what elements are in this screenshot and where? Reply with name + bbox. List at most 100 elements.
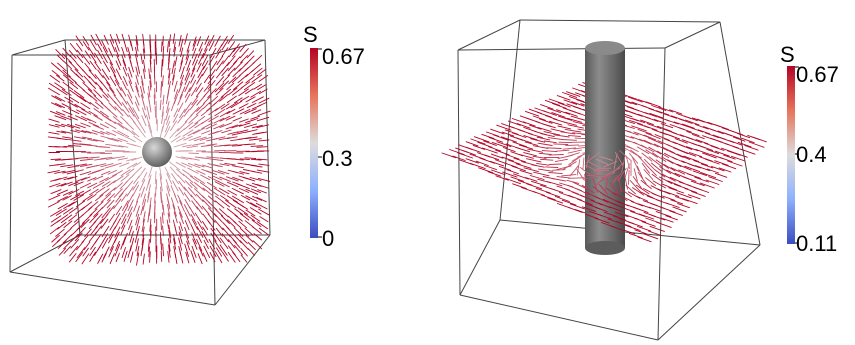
director-rod — [68, 200, 78, 207]
director-rod — [200, 107, 212, 117]
director-rod — [168, 238, 171, 252]
director-rod — [115, 60, 121, 71]
director-rod — [633, 131, 649, 138]
director-rod — [160, 191, 162, 204]
colorbar-label: S — [303, 22, 318, 47]
director-rod — [170, 197, 176, 210]
director-rod — [613, 153, 618, 170]
director-rod — [548, 154, 564, 156]
director-rod — [142, 193, 146, 205]
director-rod — [648, 156, 662, 167]
director-rod — [149, 218, 152, 232]
director-rod — [221, 233, 230, 243]
director-rod — [209, 252, 216, 263]
director-rod — [56, 233, 67, 243]
director-rod — [55, 228, 65, 237]
director-rod — [69, 55, 77, 63]
director-rod — [178, 180, 187, 191]
director-rod — [172, 67, 176, 81]
director-rod — [661, 183, 678, 191]
director-rod — [176, 136, 186, 143]
director-rod — [99, 110, 109, 118]
director-rod — [258, 227, 269, 236]
director-rod — [100, 163, 114, 168]
director-rod — [583, 176, 598, 180]
director-rod — [533, 171, 550, 177]
director-rod — [220, 88, 231, 98]
director-rod — [111, 170, 123, 177]
director-rod — [244, 123, 257, 128]
director-rod — [561, 199, 577, 206]
director-rod — [113, 182, 123, 191]
director-rod — [209, 95, 218, 105]
director-rod — [523, 135, 538, 141]
director-rod — [48, 201, 60, 208]
director-rod — [48, 131, 60, 135]
director-rod — [178, 81, 183, 94]
director-rod — [723, 132, 740, 139]
director-rod — [610, 175, 618, 188]
director-rod — [228, 47, 236, 58]
director-rod — [76, 95, 87, 102]
director-rod — [115, 192, 124, 203]
director-rod — [207, 195, 216, 203]
director-rod — [699, 182, 715, 189]
director-rod — [132, 184, 140, 197]
director-rod — [523, 126, 537, 133]
director-rod — [258, 88, 268, 95]
director-rod — [122, 67, 128, 77]
director-rod — [588, 161, 604, 170]
director-rod — [202, 101, 211, 110]
director-rod — [180, 54, 184, 65]
box-edge — [499, 19, 521, 221]
director-rod — [106, 205, 115, 216]
director-rod — [149, 80, 152, 91]
director-rod — [176, 168, 185, 176]
director-rod — [218, 208, 229, 218]
director-rod — [82, 247, 89, 257]
director-rod — [221, 62, 230, 73]
director-rod — [48, 82, 60, 90]
director-rod — [234, 245, 243, 256]
director-rod — [108, 47, 114, 58]
director-rod — [490, 153, 504, 159]
director-rod — [208, 34, 215, 47]
director-rod — [154, 171, 157, 185]
director-rod — [166, 185, 171, 197]
director-rod — [75, 73, 86, 83]
director-rod — [183, 121, 194, 130]
director-rod — [54, 176, 68, 181]
director-rod — [643, 134, 657, 141]
director-rod — [75, 251, 84, 262]
director-rod — [68, 253, 77, 263]
director-rod — [637, 203, 652, 209]
director-rod — [79, 182, 92, 189]
director-rod — [523, 152, 537, 157]
director-rod — [238, 220, 247, 229]
director-rod — [245, 188, 259, 195]
director-rod — [499, 165, 512, 171]
director-rod — [115, 68, 122, 80]
director-rod — [108, 233, 114, 244]
director-rod — [584, 173, 587, 189]
director-rod — [585, 213, 599, 220]
director-rod — [49, 74, 61, 83]
director-rod — [669, 109, 683, 115]
director-rod — [109, 39, 116, 53]
director-rod — [216, 55, 224, 66]
director-rod — [568, 155, 582, 166]
director-rod — [132, 121, 141, 131]
director-rod — [89, 60, 97, 70]
director-rod — [553, 143, 569, 145]
director-rod — [215, 227, 223, 237]
director-rod — [239, 158, 250, 161]
director-rod — [161, 199, 164, 210]
director-rod — [81, 234, 89, 244]
director-rod — [214, 187, 226, 196]
director-rod — [197, 253, 203, 265]
director-rod — [63, 176, 74, 181]
director-rod — [101, 237, 109, 249]
director-rod — [175, 128, 185, 137]
director-rod — [75, 190, 85, 196]
director-rod — [128, 219, 133, 231]
